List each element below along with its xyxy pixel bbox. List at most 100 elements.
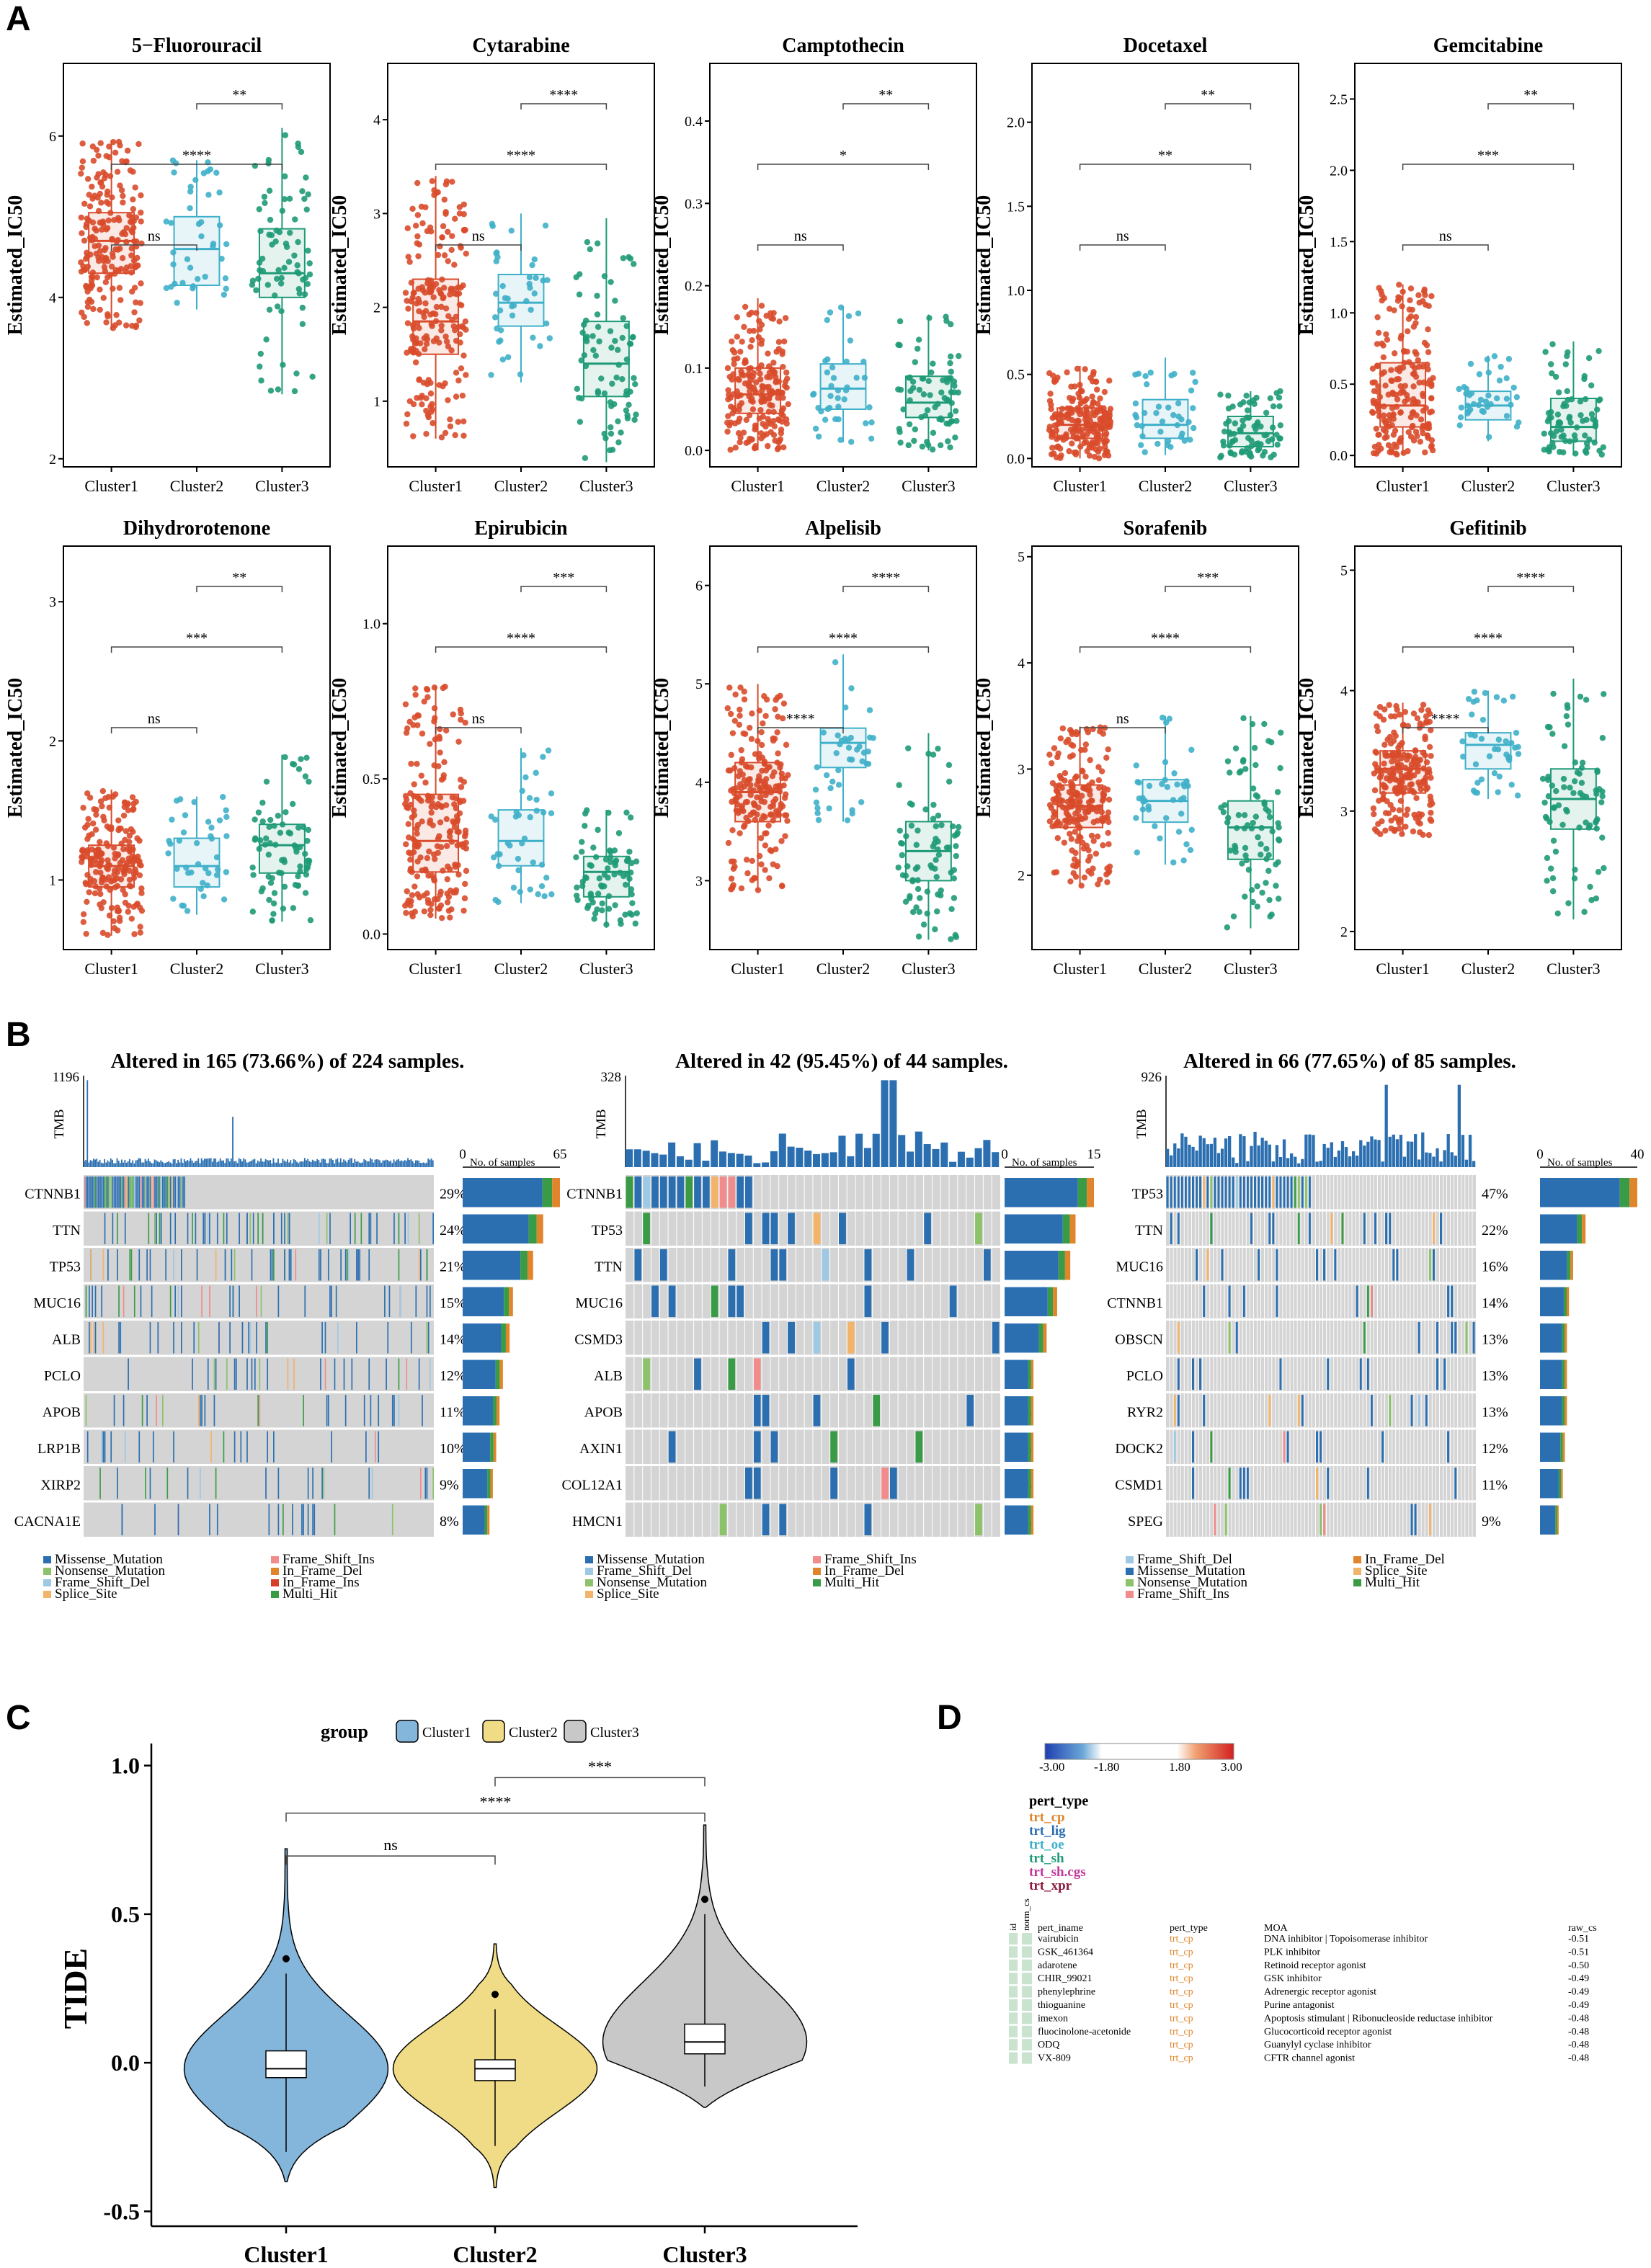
- data-point: [86, 795, 94, 801]
- data-point: [948, 368, 954, 375]
- data-point: [1376, 442, 1382, 448]
- data-point: [460, 432, 467, 439]
- data-point: [404, 411, 411, 418]
- legend-swatch: [813, 1568, 821, 1575]
- mutation-cell: [92, 1285, 94, 1317]
- data-point: [1082, 366, 1088, 372]
- data-point: [120, 812, 128, 819]
- tmb-bar: [290, 1160, 292, 1167]
- data-point: [1580, 417, 1586, 424]
- data-point: [828, 383, 835, 389]
- data-point: [1220, 442, 1227, 449]
- mutation-cell: [1210, 1177, 1213, 1208]
- tmb-bar: [424, 1163, 426, 1167]
- data-point: [266, 896, 272, 903]
- tmb-bar: [405, 1161, 407, 1167]
- mutation-cell: [257, 1213, 259, 1244]
- data-point: [827, 785, 834, 792]
- sample-count-bar: [1005, 1505, 1028, 1535]
- mutation-cell: [267, 1358, 269, 1390]
- data-point: [765, 383, 772, 390]
- x-tick-label: Cluster1: [409, 477, 463, 495]
- mutation-cell: [386, 1358, 387, 1390]
- mutation-cell: [209, 1213, 210, 1244]
- data-point: [898, 839, 904, 847]
- x-tick-label: Cluster1: [1053, 960, 1107, 978]
- data-point: [1391, 350, 1398, 357]
- box-iqr: [819, 727, 867, 769]
- x-tick-label: Cluster3: [902, 477, 956, 495]
- mutation-cell: [195, 1213, 197, 1244]
- gene-label: XIRP2: [40, 1477, 81, 1493]
- data-point: [780, 444, 787, 451]
- data-point: [291, 252, 298, 259]
- data-point: [463, 839, 469, 846]
- data-point: [1273, 432, 1280, 438]
- tmb-bar: [306, 1160, 307, 1167]
- data-point: [1510, 384, 1517, 391]
- tmb-bar: [247, 1162, 249, 1167]
- data-point: [1588, 411, 1596, 418]
- mutation-cell: [304, 1285, 306, 1317]
- tmb-bar: [762, 1162, 770, 1167]
- tmb-bar: [855, 1133, 863, 1167]
- data-point: [258, 888, 265, 895]
- sample-count-bar-multi: [1038, 1323, 1043, 1353]
- data-point: [779, 883, 786, 890]
- data-point: [1175, 400, 1182, 406]
- data-point: [1503, 413, 1510, 419]
- sample-count-bar: [463, 1287, 504, 1316]
- data-point: [591, 916, 597, 922]
- data-point: [429, 323, 435, 329]
- data-point: [762, 423, 769, 430]
- data-point: [414, 240, 420, 246]
- data-point: [223, 833, 230, 839]
- data-point: [1426, 744, 1433, 751]
- box-iqr: [173, 837, 221, 888]
- data-point: [97, 890, 104, 898]
- legend-swatch: [43, 1556, 51, 1563]
- data-point: [951, 378, 958, 385]
- y-tick-label: 2: [49, 452, 56, 468]
- data-point: [1105, 829, 1111, 836]
- mutation-cell: [351, 1358, 353, 1390]
- data-point: [905, 745, 912, 751]
- data-point: [280, 905, 287, 912]
- data-point: [1409, 362, 1416, 369]
- mutation-cell: [132, 1177, 134, 1208]
- data-point: [1405, 447, 1411, 455]
- data-point: [1049, 445, 1056, 451]
- tmb-bar: [872, 1133, 880, 1167]
- data-point: [631, 416, 638, 423]
- data-point: [80, 911, 87, 918]
- tmb-bar: [128, 1158, 130, 1167]
- data-point: [410, 433, 417, 439]
- mutation-cell: [432, 1213, 434, 1244]
- mutation-cell: [169, 1213, 172, 1244]
- mutation-cell: [737, 1177, 744, 1208]
- data-point: [729, 376, 736, 383]
- data-point: [756, 318, 762, 324]
- data-point: [180, 903, 187, 909]
- data-point: [745, 365, 752, 372]
- tmb-bar: [1290, 1153, 1294, 1167]
- mutation-cell: [197, 1322, 200, 1354]
- data-point: [1373, 450, 1380, 457]
- gene-label: HMCN1: [572, 1514, 623, 1530]
- tmb-bar: [796, 1148, 804, 1167]
- panel-label-a: A: [6, 0, 31, 38]
- x-tick-label: Cluster3: [1547, 960, 1601, 978]
- mutation-cell: [117, 1177, 118, 1208]
- significance-bracket: [757, 164, 930, 170]
- data-point: [430, 294, 437, 300]
- data-point: [948, 906, 955, 912]
- data-point: [1370, 398, 1376, 404]
- gene-percent: 47%: [1482, 1186, 1508, 1202]
- data-point: [1082, 741, 1090, 748]
- data-point: [1097, 395, 1103, 402]
- tmb-bar: [1224, 1138, 1228, 1167]
- data-point: [131, 931, 138, 937]
- mutation-cell: [241, 1322, 244, 1354]
- significance-bracket: [196, 103, 283, 110]
- data-point: [97, 190, 103, 197]
